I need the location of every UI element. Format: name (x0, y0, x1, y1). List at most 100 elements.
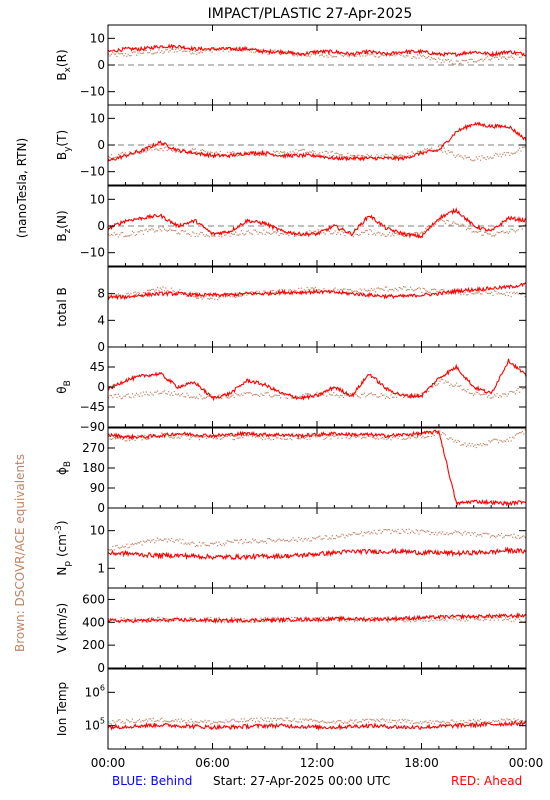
brown-point (347, 231, 349, 233)
brown-point (122, 53, 124, 55)
brown-point (461, 534, 463, 536)
brown-point (495, 152, 497, 154)
brown-point (426, 57, 428, 59)
panel-data-np (108, 528, 526, 561)
brown-point (326, 722, 328, 724)
brown-point (500, 617, 502, 619)
brown-point (288, 541, 290, 543)
brown-point (203, 234, 205, 236)
brown-point (514, 434, 516, 436)
brown-point (471, 159, 473, 162)
brown-point (505, 720, 507, 722)
brown-point (138, 718, 140, 721)
y-axis-label-sub: p (63, 561, 73, 567)
brown-point (307, 288, 310, 290)
brown-point (163, 538, 166, 540)
brown-point (316, 720, 318, 722)
brown-point (432, 433, 434, 436)
brown-point (219, 721, 221, 723)
brown-point (246, 230, 248, 233)
brown-point (173, 391, 175, 393)
brown-point (314, 153, 317, 155)
brown-point (401, 619, 403, 621)
brown-point (373, 719, 375, 721)
brown-point (481, 445, 483, 447)
brown-point (198, 233, 201, 235)
brown-point (400, 233, 402, 235)
brown-point (516, 389, 518, 391)
brown-point (193, 296, 195, 298)
brown-point (113, 53, 115, 55)
brown-point (442, 720, 444, 722)
brown-point (309, 438, 311, 440)
brown-point (208, 236, 210, 238)
brown-point (458, 225, 461, 227)
brown-point (456, 291, 458, 293)
brown-point (499, 616, 501, 618)
brown-point (300, 537, 303, 540)
brown-point (182, 720, 184, 722)
brown-point (485, 291, 487, 293)
brown-point (464, 292, 466, 294)
brown-point (260, 540, 262, 542)
brown-point (352, 617, 354, 619)
brown-point (375, 438, 377, 440)
panel-data-bx (108, 43, 526, 66)
brown-point (352, 154, 354, 156)
brown-point (233, 617, 235, 619)
brown-point (384, 529, 386, 531)
brown-point (270, 539, 272, 541)
brown-point (306, 719, 308, 721)
brown-point (168, 51, 170, 53)
y-tick-label: 0 (97, 661, 105, 675)
brown-point (410, 437, 412, 439)
brown-point (507, 232, 509, 234)
brown-point (450, 292, 452, 294)
brown-point (499, 55, 501, 57)
brown-point (127, 547, 129, 549)
brown-point (187, 233, 189, 235)
brown-point (337, 720, 339, 722)
brown-point (474, 393, 476, 395)
brown-point (196, 151, 198, 153)
brown-point (193, 396, 195, 398)
brown-point (443, 620, 445, 622)
brown-point (380, 288, 382, 290)
brown-point (514, 618, 516, 620)
brown-point (517, 535, 519, 537)
brown-point (222, 154, 224, 156)
brown-point (361, 531, 363, 533)
brown-point (256, 231, 258, 233)
y-axis-label-rest: (T) (55, 130, 69, 147)
brown-point (324, 535, 326, 537)
brown-point (433, 434, 435, 437)
brown-point (488, 292, 490, 294)
brown-point (191, 396, 194, 398)
brown-point (291, 153, 293, 155)
brown-point (306, 618, 308, 620)
brown-point (108, 549, 110, 551)
brown-point (436, 290, 438, 292)
brown-point (144, 292, 146, 294)
brown-point (375, 234, 377, 236)
brown-point (253, 394, 255, 396)
brown-point (260, 617, 262, 619)
brown-point (186, 722, 188, 724)
brown-point (221, 398, 223, 400)
brown-point (156, 537, 159, 539)
brown-point (496, 617, 498, 619)
y-tick-label: 10 (90, 31, 105, 45)
brown-point (333, 720, 335, 722)
brown-point (401, 52, 403, 54)
brown-point (514, 152, 516, 154)
brown-point (396, 288, 398, 291)
brown-point (172, 720, 174, 722)
brown-point (207, 151, 209, 153)
brown-point (485, 618, 487, 621)
brown-point (300, 721, 303, 723)
brown-point (430, 147, 433, 149)
brown-point (510, 295, 512, 298)
brown-point (377, 438, 379, 440)
brown-point (440, 721, 442, 723)
brown-point (217, 437, 219, 439)
